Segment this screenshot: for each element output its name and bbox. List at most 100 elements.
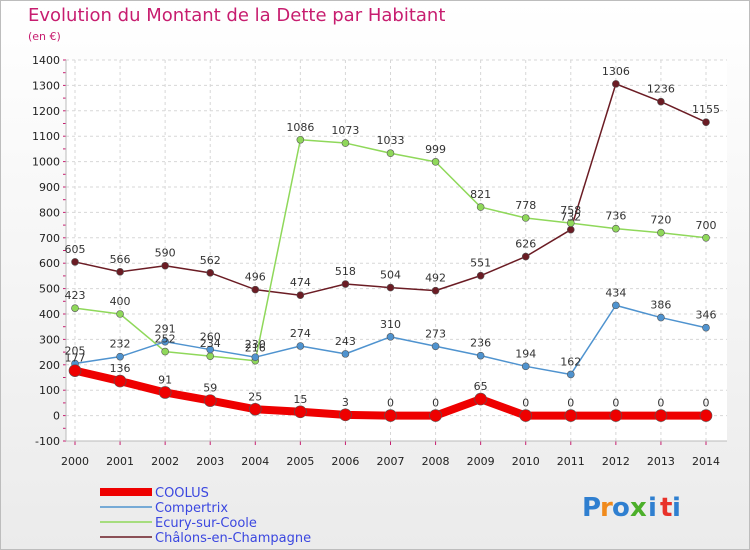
data-point	[519, 409, 533, 422]
data-point	[71, 258, 79, 266]
y-tick-label: 500	[39, 283, 60, 296]
data-label: 518	[335, 265, 356, 278]
x-tick-label: 2001	[106, 455, 134, 468]
data-label: 605	[65, 243, 86, 256]
legend-label: Ecury-sur-Coole	[155, 516, 257, 531]
proxiti-logo: Pr o x i t i	[582, 493, 681, 523]
chart-unit: (en €)	[28, 30, 61, 43]
data-label: 25	[248, 390, 262, 403]
data-point	[251, 353, 260, 361]
legend-label: Compertrix	[155, 501, 228, 516]
data-point	[476, 203, 485, 211]
x-tick-label: 2006	[331, 455, 359, 468]
data-point	[612, 80, 620, 88]
y-tick-label: 1300	[32, 79, 60, 92]
data-point	[566, 219, 575, 227]
data-point	[248, 402, 262, 416]
y-tick-label: 100	[39, 384, 60, 397]
data-label: 999	[425, 143, 446, 156]
data-point	[521, 362, 530, 371]
data-label: 758	[560, 204, 581, 217]
data-point	[657, 228, 665, 237]
y-tick-label: 0	[53, 410, 60, 423]
data-point	[294, 405, 307, 419]
data-point	[476, 351, 485, 360]
data-label: 1155	[692, 103, 720, 116]
data-label: 59	[203, 382, 217, 395]
data-point	[657, 97, 665, 106]
data-point	[158, 386, 172, 399]
data-point	[206, 269, 215, 277]
data-point	[161, 337, 169, 346]
data-point	[296, 135, 305, 144]
data-point	[566, 225, 575, 234]
data-point	[431, 286, 440, 295]
data-label: 230	[245, 338, 266, 351]
data-label: 205	[65, 345, 86, 358]
data-label: 400	[110, 295, 131, 308]
x-tick-label: 2008	[422, 455, 450, 468]
x-tick-label: 2014	[692, 455, 720, 468]
logo-letter: r	[600, 493, 613, 523]
data-label: 504	[380, 269, 401, 282]
data-point	[161, 347, 169, 356]
data-point	[206, 352, 215, 360]
data-point	[476, 271, 485, 280]
data-label: 3	[342, 396, 349, 409]
y-tick-label: 900	[39, 181, 60, 194]
data-label: 496	[245, 271, 266, 284]
plot-area	[66, 60, 727, 441]
data-label: 720	[650, 214, 671, 227]
y-tick-label: 600	[39, 257, 60, 270]
data-point	[116, 268, 124, 276]
data-label: 65	[474, 380, 488, 393]
y-tick-label: 1400	[32, 54, 60, 67]
data-point	[296, 291, 305, 300]
data-label: 1236	[647, 83, 675, 96]
data-label: 0	[387, 397, 394, 410]
data-label: 700	[696, 219, 717, 232]
data-label: 0	[612, 397, 619, 410]
data-label: 566	[110, 253, 131, 266]
data-label: 1306	[602, 65, 630, 78]
data-point	[564, 409, 578, 422]
data-label: 423	[65, 289, 86, 302]
data-label: 194	[515, 347, 536, 360]
data-label: 0	[567, 397, 574, 410]
logo-letter: P	[582, 493, 601, 523]
data-label: 234	[200, 337, 221, 350]
legend: COOLUSCompertrixEcury-sur-CooleChâlons-e…	[100, 486, 311, 546]
x-tick-label: 2013	[647, 455, 675, 468]
x-tick-label: 2005	[286, 455, 314, 468]
logo-letter: o	[612, 493, 630, 523]
data-point	[116, 310, 124, 318]
x-tick-label: 2009	[467, 455, 495, 468]
y-tick-label: 1000	[32, 156, 60, 169]
data-point	[654, 409, 668, 422]
data-label: 434	[605, 286, 626, 299]
x-tick-label: 2012	[602, 455, 630, 468]
axes: -100010020030040050060070080090010001100…	[32, 54, 727, 468]
chart-title: Evolution du Montant de la Dette par Hab…	[28, 5, 446, 26]
y-tick-label: 1100	[32, 130, 60, 143]
y-tick-label: 300	[39, 333, 60, 346]
x-tick-label: 2002	[151, 455, 179, 468]
data-label: 590	[155, 247, 176, 260]
data-label: 273	[425, 327, 446, 340]
x-tick-label: 2003	[196, 455, 224, 468]
y-tick-label: 200	[39, 359, 60, 372]
data-point	[113, 374, 127, 388]
data-label: 162	[560, 355, 581, 368]
x-tick-label: 2007	[377, 455, 405, 468]
legend-label: COOLUS	[155, 486, 209, 501]
data-label: 778	[515, 199, 536, 212]
data-point	[296, 342, 305, 350]
x-tick-label: 2011	[557, 455, 585, 468]
data-point	[71, 304, 79, 312]
data-point	[386, 149, 395, 158]
logo-letter: i	[672, 493, 681, 523]
data-point	[431, 342, 440, 351]
data-label: 136	[110, 362, 131, 375]
data-point	[657, 313, 665, 322]
